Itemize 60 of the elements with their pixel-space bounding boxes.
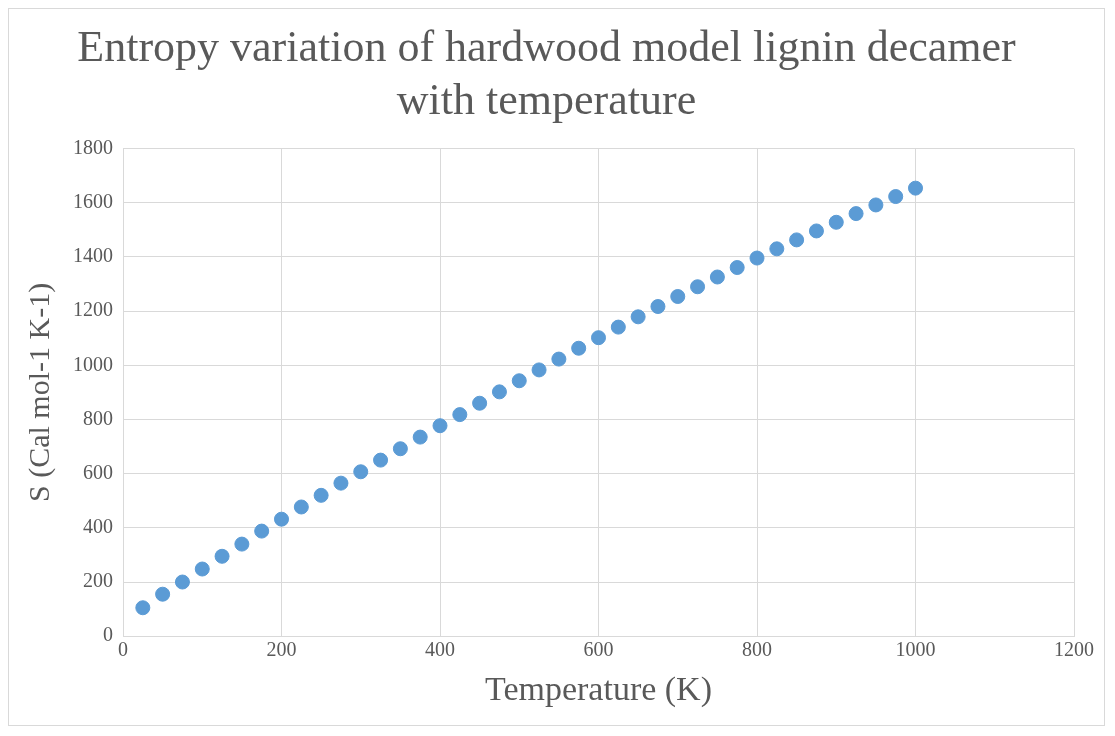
point xyxy=(472,395,488,411)
point xyxy=(491,384,507,400)
point xyxy=(234,536,250,552)
point xyxy=(274,511,289,527)
point xyxy=(511,373,527,389)
point xyxy=(214,548,230,564)
point xyxy=(848,206,864,222)
point xyxy=(313,487,329,503)
x-tick-label: 400 xyxy=(425,638,455,661)
point xyxy=(868,197,884,213)
point xyxy=(729,260,745,276)
point xyxy=(670,289,686,305)
point xyxy=(333,475,349,491)
point xyxy=(531,362,547,378)
point xyxy=(571,340,587,356)
point xyxy=(353,464,369,480)
y-tick-label: 400 xyxy=(83,515,113,538)
point xyxy=(749,250,765,266)
point xyxy=(174,574,190,590)
y-tick-label: 0 xyxy=(103,623,113,646)
x-tick-label: 200 xyxy=(266,638,297,661)
point xyxy=(888,189,904,205)
y-axis-title: S (Cal mol-1 K-1) xyxy=(21,282,56,502)
x-tick-label: 1000 xyxy=(895,638,936,661)
point xyxy=(412,429,428,445)
y-tick-label: 600 xyxy=(83,460,113,483)
point xyxy=(293,499,309,515)
y-tick-label: 1600 xyxy=(73,190,113,213)
point xyxy=(254,523,270,539)
point xyxy=(432,418,448,434)
y-tick-label: 1200 xyxy=(73,298,113,321)
y-tick-label: 1400 xyxy=(73,244,113,267)
point xyxy=(392,441,408,457)
point xyxy=(690,279,706,295)
point xyxy=(808,223,824,239)
point xyxy=(908,180,923,196)
y-tick-label: 1000 xyxy=(73,352,113,375)
chart-title: Entropy variation of hardwood model lignin decamer with temperature xyxy=(77,21,1017,124)
point xyxy=(610,319,626,335)
y-tick-label: 200 xyxy=(83,569,113,592)
x-axis-title: Temperature (K) xyxy=(485,669,712,708)
point xyxy=(591,330,606,346)
point xyxy=(194,561,210,577)
x-tick-label: 1200 xyxy=(1054,638,1094,661)
x-tick-label: 800 xyxy=(742,638,772,661)
point xyxy=(551,351,567,367)
point xyxy=(709,269,725,285)
x-tick-label: 0 xyxy=(118,638,128,661)
point xyxy=(769,241,785,257)
point xyxy=(155,586,171,602)
point xyxy=(135,600,151,616)
y-tick-label: 1800 xyxy=(73,135,113,158)
point xyxy=(373,452,389,468)
point xyxy=(828,214,844,230)
point xyxy=(650,299,666,315)
x-tick-label: 600 xyxy=(583,638,614,661)
y-tick-label: 800 xyxy=(83,406,113,429)
point xyxy=(789,232,805,248)
point xyxy=(452,407,468,423)
point xyxy=(630,309,646,325)
